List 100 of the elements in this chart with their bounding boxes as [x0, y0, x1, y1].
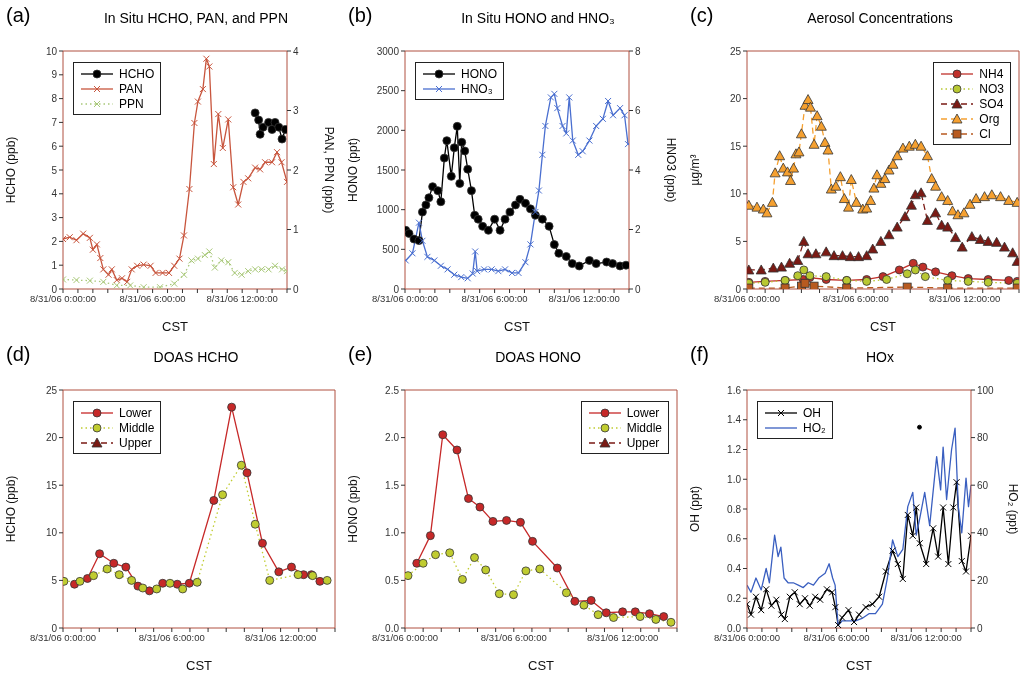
- x-tick-label: 8/31/06 0:00:00: [29, 631, 97, 643]
- y-tick-label: 2.0: [385, 432, 400, 444]
- y-tick-label: 15: [45, 479, 58, 491]
- legend-label: HCHO: [119, 66, 155, 81]
- legend-label: SO4: [979, 96, 1004, 111]
- y-tick-label: 0.0: [385, 622, 400, 634]
- legend-label: HONO: [461, 66, 497, 81]
- x-axis-title: CST: [162, 319, 189, 334]
- chart-title: DOAS HCHO: [152, 349, 240, 365]
- legend-label: HNO₃: [461, 81, 493, 96]
- y-tick-label: 7: [51, 116, 58, 128]
- x-axis-title: CST: [846, 658, 873, 673]
- chart-title: In Situ HCHO, PAN, and PPN: [102, 10, 290, 26]
- text: (f): [690, 343, 709, 366]
- legend-label: PAN: [119, 81, 143, 96]
- y-tick-label: 10: [45, 527, 58, 539]
- y-tick-label: 2000: [376, 124, 400, 136]
- legend-label: Org: [979, 111, 1000, 126]
- y-tick-label: 500: [382, 243, 400, 255]
- legend-label: OH: [803, 405, 821, 420]
- y-tick-label: 9: [51, 69, 58, 81]
- legend-label: Lower: [119, 405, 152, 420]
- y-tick-label: 20: [729, 93, 742, 105]
- x-tick-label: 8/31/06 6:00:00: [803, 631, 870, 643]
- y2-tick-label: 60: [977, 479, 989, 491]
- y-axis-title: µg/m³: [688, 154, 703, 186]
- legend-label: Cl: [979, 126, 991, 141]
- y-axis-title: HCHO (ppb): [4, 136, 19, 204]
- y2-tick-label: 6: [635, 105, 641, 117]
- y-tick-label: 1.2: [727, 444, 742, 456]
- y-axis-title: HONO (ppt): [346, 137, 361, 203]
- y-tick-label: 5: [51, 164, 58, 176]
- y-tick-label: 2: [51, 235, 58, 247]
- x-tick-label: 8/31/06 6:00:00: [119, 292, 186, 304]
- legend-label: NH4: [979, 66, 1004, 81]
- x-tick-label: 8/31/06 0:00:00: [713, 292, 781, 304]
- x-tick-label: 8/31/06 6:00:00: [138, 631, 205, 643]
- x-axis-title: CST: [528, 658, 555, 673]
- y-tick-label: 1.0: [385, 527, 400, 539]
- x-tick-label: 8/31/06 6:00:00: [822, 292, 889, 304]
- y-tick-label: 3: [51, 212, 58, 224]
- chart-title: Aerosol Concentrations: [806, 10, 954, 26]
- y-tick-label: 3000: [376, 45, 400, 57]
- legend-label: HO₂: [803, 420, 826, 435]
- legend-label: Upper: [119, 435, 152, 450]
- x-tick-label: 8/31/06 12:00:00: [206, 292, 278, 304]
- x-axis-title: CST: [870, 319, 897, 334]
- x-tick-label: 8/31/06 6:00:00: [461, 292, 528, 304]
- x-tick-label: 8/31/06 12:00:00: [548, 292, 620, 304]
- text: (e): [348, 343, 373, 366]
- x-tick-label: 8/31/06 0:00:00: [371, 631, 439, 643]
- x-tick-label: 8/31/06 6:00:00: [480, 631, 547, 643]
- x-tick-label: 8/31/06 0:00:00: [371, 292, 439, 304]
- y2-tick-label: 0: [635, 283, 641, 295]
- x-tick-label: 8/31/06 0:00:00: [713, 631, 781, 643]
- y-tick-label: 5: [51, 574, 58, 586]
- y2-tick-label: 3: [293, 105, 299, 117]
- x-axis-title: CST: [504, 319, 531, 334]
- y2-axis-title: HO₂ (ppt): [1005, 483, 1020, 535]
- y-tick-label: 1000: [376, 204, 400, 216]
- text: (c): [690, 4, 714, 27]
- y-tick-label: 25: [729, 45, 742, 57]
- y2-tick-label: 8: [635, 45, 641, 57]
- text: (a): [6, 4, 31, 27]
- text: (d): [6, 343, 31, 366]
- y-tick-label: 1.4: [727, 414, 742, 426]
- y-tick-label: 1.0: [727, 473, 742, 485]
- x-tick-label: 8/31/06 0:00:00: [29, 292, 97, 304]
- y-tick-label: 10: [45, 45, 58, 57]
- y2-tick-label: 20: [977, 574, 989, 586]
- y-tick-label: 2.5: [385, 384, 400, 396]
- legend-label: Upper: [626, 435, 660, 450]
- y2-tick-label: 100: [977, 384, 995, 396]
- y2-tick-label: 0: [977, 622, 983, 634]
- y-tick-label: 0.2: [727, 592, 742, 604]
- y-tick-label: 1.5: [385, 479, 400, 491]
- y-tick-label: 1: [51, 259, 58, 271]
- y-axis-title: HONO (ppb): [346, 475, 361, 543]
- text: (b): [348, 4, 373, 27]
- y-tick-label: 0: [735, 283, 742, 295]
- y-tick-label: 0.8: [727, 503, 742, 515]
- y-tick-label: 4: [51, 188, 58, 200]
- y2-axis-title: PAN, PPN (ppb): [321, 126, 336, 214]
- y-tick-label: 0: [51, 622, 58, 634]
- y2-tick-label: 4: [293, 45, 299, 57]
- x-tick-label: 8/31/06 12:00:00: [586, 631, 659, 643]
- y-tick-label: 0.6: [727, 533, 742, 545]
- y-tick-label: 20: [45, 432, 58, 444]
- legend-label: Middle: [119, 420, 155, 435]
- y-tick-label: 8: [51, 93, 58, 105]
- x-tick-label: 8/31/06 12:00:00: [890, 631, 962, 643]
- y-tick-label: 1500: [376, 164, 400, 176]
- y2-tick-label: 40: [977, 527, 989, 539]
- y2-axis-title: HNO3 (ppb): [663, 137, 678, 203]
- y-tick-label: 25: [45, 384, 58, 396]
- legend-label: NO3: [979, 81, 1004, 96]
- y2-tick-label: 0: [293, 283, 299, 295]
- y2-tick-label: 2: [293, 164, 299, 176]
- y-tick-label: 5: [735, 235, 742, 247]
- y-tick-label: 0: [51, 283, 58, 295]
